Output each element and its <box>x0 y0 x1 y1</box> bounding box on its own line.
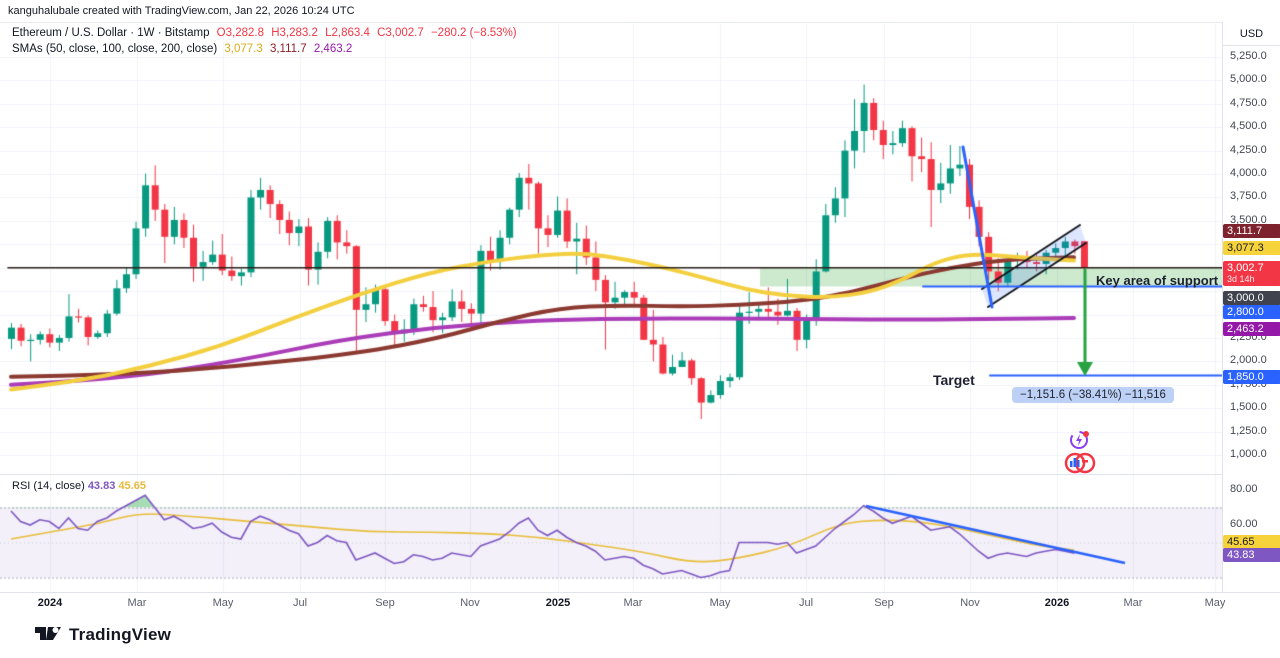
last-price-label: 3,002.7 3d 14h <box>1223 261 1280 286</box>
hline-3000-label: 3,000.0 <box>1223 291 1280 305</box>
pane-separator[interactable] <box>0 474 1222 475</box>
support-zone-annotation[interactable]: Key area of support <box>1096 273 1219 288</box>
sma-legend[interactable]: SMAs (50, close, 100, close, 200, close)… <box>12 43 356 55</box>
target-1850-label: 1,850.0 <box>1223 370 1280 384</box>
time-axis-label: Mar <box>623 597 643 609</box>
sma200-value: 2,463.2 <box>313 43 353 55</box>
price-chart-canvas[interactable] <box>0 22 1222 474</box>
price-tick-label: 4,500.0 <box>1230 120 1267 133</box>
time-axis[interactable]: 2024 Mar May Jul Sep Nov 2025 Mar May Jul Sep Nov 20… <box>0 592 1280 613</box>
refresh-bolt-icon[interactable] <box>1068 429 1090 451</box>
rsi-legend[interactable]: RSI (14, close) 43.83 45.65 <box>12 480 146 492</box>
price-tick-label: 1,250.0 <box>1230 424 1267 437</box>
ohlc-open: O3,282.8 <box>216 27 264 39</box>
currency-label: USD <box>1239 27 1264 40</box>
price-tick-label: 4,750.0 <box>1230 96 1267 109</box>
brand-name: TradingView <box>69 625 172 644</box>
bar-countdown: 3d 14h <box>1227 274 1255 284</box>
time-axis-label: 2025 <box>545 597 571 609</box>
price-tick-label: 4,250.0 <box>1230 143 1267 156</box>
sma50-price-label: 3,077.3 <box>1223 241 1280 255</box>
price-tick-label: 5,000.0 <box>1230 73 1267 86</box>
footer-bar: TradingView <box>0 612 1280 658</box>
price-tick-label: 3,750.0 <box>1230 190 1267 203</box>
price-tick-label: 1,500.0 <box>1230 401 1267 414</box>
target-annotation[interactable]: Target <box>933 372 975 388</box>
rsi-tick-label: 80.00 <box>1230 483 1258 495</box>
time-axis-label: May <box>212 597 234 609</box>
symbol-legend[interactable]: Ethereum / U.S. Dollar · 1W · Bitstamp O… <box>12 27 521 39</box>
price-tick-label: 4,000.0 <box>1230 167 1267 180</box>
sma100-price-label: 3,111.7 <box>1223 224 1280 238</box>
attribution-text: kanguhalubale created with TradingView.c… <box>8 5 355 17</box>
time-axis-label: Mar <box>1123 597 1143 609</box>
rsi-ma-current-value: 45.65 <box>118 480 146 492</box>
rsi-pane-canvas[interactable] <box>0 474 1222 592</box>
time-axis-label: 2024 <box>37 597 63 609</box>
measure-annotation[interactable]: −1,151.6 (−38.41%) −11,516 <box>1012 387 1174 403</box>
rsi-value-label: 43.83 <box>1223 548 1280 562</box>
ohlc-high: H3,283.2 <box>271 27 318 39</box>
rsi-tick-label: 60.00 <box>1230 518 1258 530</box>
ohlc-low: L2,863.4 <box>325 27 370 39</box>
rsi-legend-title: RSI (14, close) <box>12 480 85 492</box>
time-axis-label: Nov <box>960 597 980 609</box>
sma100-value: 3,111.7 <box>269 43 307 55</box>
sma200-price-label: 2,463.2 <box>1223 322 1280 336</box>
rsi-current-value: 43.83 <box>87 480 116 492</box>
ohlc-close: C3,002.7 <box>377 27 424 39</box>
price-axis-unit[interactable]: USD <box>1223 22 1280 46</box>
time-axis-label: Sep <box>375 597 395 609</box>
change-value: −280.2 (−8.53%) <box>430 27 517 39</box>
symbol-title: Ethereum / U.S. Dollar · 1W · Bitstamp <box>12 27 210 39</box>
time-axis-label: 2026 <box>1044 597 1070 609</box>
time-axis-label: May <box>709 597 731 609</box>
price-axis-separator <box>1222 22 1223 612</box>
double-coin-chart-icon[interactable] <box>1064 452 1096 474</box>
price-tick-label: 2,000.0 <box>1230 354 1267 367</box>
support-2800-label: 2,800.0 <box>1223 305 1280 319</box>
price-tick-label: 1,000.0 <box>1230 448 1267 460</box>
time-axis-label: Mar <box>127 597 147 609</box>
tradingview-logo[interactable]: TradingView <box>34 625 171 645</box>
time-axis-label: Nov <box>460 597 480 609</box>
price-tick-label: 3,500.0 <box>1230 213 1267 226</box>
time-axis-label: Jul <box>798 597 814 609</box>
price-tick-label: 5,250.0 <box>1230 50 1267 62</box>
time-axis-label: May <box>1204 597 1226 609</box>
sma50-value: 3,077.3 <box>224 43 263 55</box>
sma-legend-title: SMAs (50, close, 100, close, 200, close) <box>12 43 218 55</box>
rsi-ma-value-label: 45.65 <box>1223 535 1280 549</box>
time-axis-label: Sep <box>874 597 894 609</box>
time-axis-label: Jul <box>292 597 308 609</box>
